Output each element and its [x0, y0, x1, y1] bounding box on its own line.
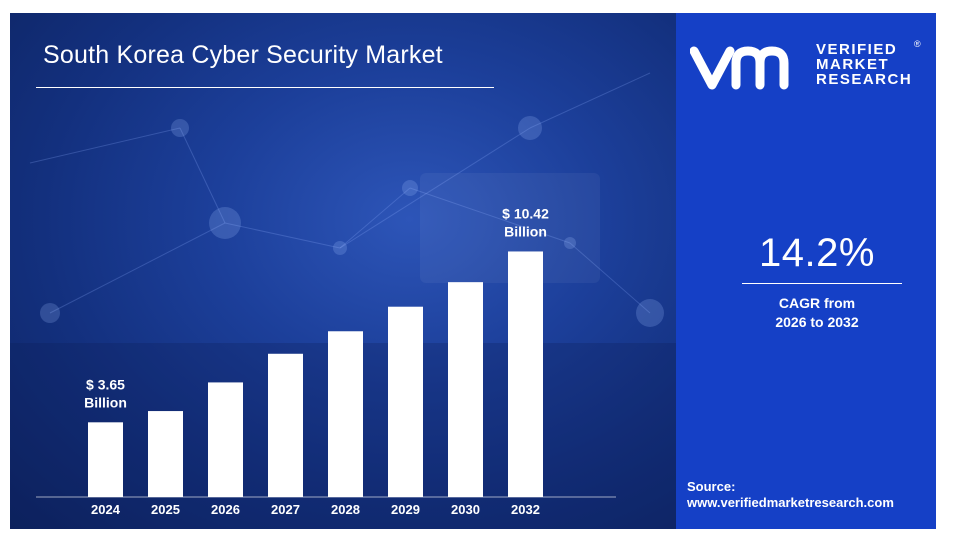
cagr-divider	[742, 283, 902, 284]
cagr-value: 14.2%	[759, 231, 875, 275]
brand-line-2: MARKET	[816, 56, 890, 73]
x-tick-label: 2025	[151, 502, 180, 517]
brand-wordmark: VERIFIED MARKET RESEARCH	[816, 42, 912, 87]
summary-panel: VERIFIED MARKET RESEARCH ® 14.2% CAGR fr…	[676, 13, 936, 529]
source-label: Source:	[687, 479, 736, 494]
x-tick-label: 2029	[391, 502, 420, 517]
bar-2025	[148, 411, 183, 497]
vmr-logo-icon	[690, 46, 789, 90]
cagr-label: CAGR from 2026 to 2032	[676, 294, 936, 332]
title-divider	[36, 87, 494, 88]
data-label: $ 10.42	[502, 205, 549, 221]
chart-panel: South Korea Cyber Security Market 2024 20…	[10, 13, 676, 529]
data-label: $ 3.65	[86, 376, 125, 392]
brand-line-1: VERIFIED	[816, 41, 898, 58]
infographic-card: South Korea Cyber Security Market 2024 20…	[10, 13, 936, 529]
bar-2024	[88, 422, 123, 497]
x-tick-label: 2026	[211, 502, 240, 517]
x-tick-label: 2030	[451, 502, 480, 517]
bar-chart: 2024 2025 2026 2027 2028 2029 2030 2032 $ 3.65 B…	[36, 205, 616, 517]
x-tick-label: 2027	[271, 502, 300, 517]
cagr-label-line-2: 2026 to 2032	[775, 314, 859, 330]
bar-2030	[448, 282, 483, 497]
bar-2028	[328, 331, 363, 497]
bar-2027	[268, 353, 303, 497]
data-label: Billion	[84, 394, 127, 410]
registered-mark: ®	[914, 39, 921, 49]
chart-title: South Korea Cyber Security Market	[43, 41, 443, 69]
source-note: Source: www.verifiedmarketresearch.com	[687, 479, 894, 511]
source-url: www.verifiedmarketresearch.com	[687, 495, 894, 510]
x-tick-label: 2032	[511, 502, 540, 517]
x-tick-label: 2024	[91, 502, 121, 517]
data-label: Billion	[504, 223, 547, 239]
bar-2026	[208, 382, 243, 497]
bar-2029	[388, 306, 423, 497]
brand-line-3: RESEARCH	[816, 71, 913, 88]
x-tick-label: 2028	[331, 502, 360, 517]
cagr-label-line-1: CAGR from	[778, 295, 856, 311]
bar-2032	[508, 251, 543, 497]
